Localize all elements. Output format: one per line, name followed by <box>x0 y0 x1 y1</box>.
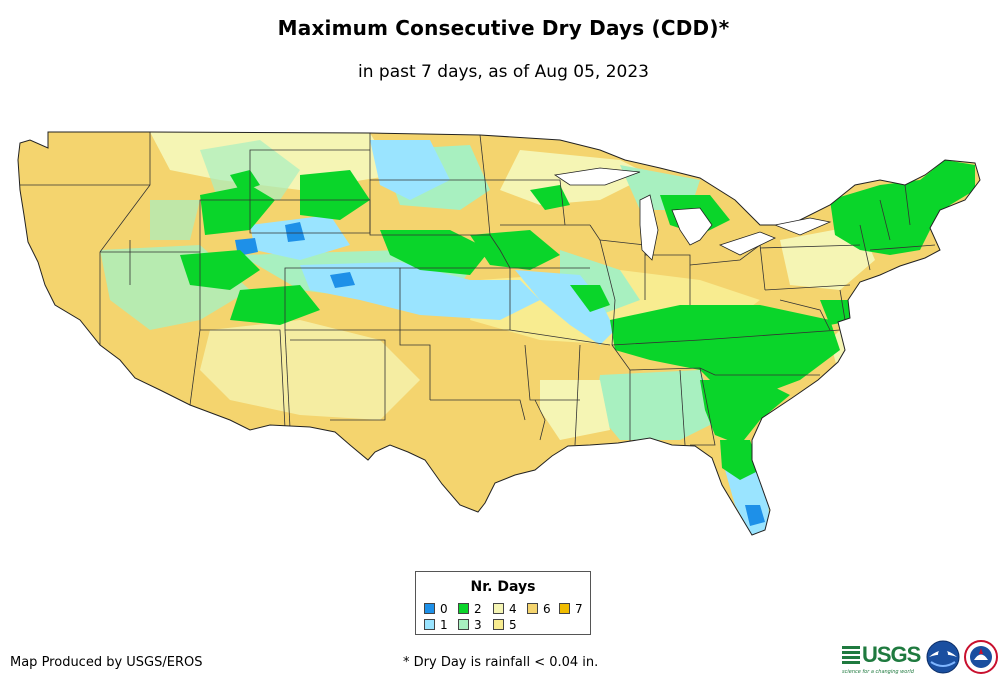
agency-logos: USGS science for a changing world <box>842 638 1002 678</box>
legend-swatch-3 <box>458 619 469 630</box>
legend-label-0: 0 <box>440 602 448 616</box>
legend-label-5: 5 <box>509 618 517 632</box>
legend: Nr. Days 0 1 2 3 4 5 6 7 <box>415 571 591 635</box>
legend-title: Nr. Days <box>470 579 536 595</box>
legend-swatch-1 <box>424 619 435 630</box>
legend-swatch-5 <box>493 619 504 630</box>
legend-label-2: 2 <box>474 602 482 616</box>
legend-swatch-4 <box>493 603 504 614</box>
legend-label-3: 3 <box>474 618 482 632</box>
legend-swatch-6 <box>527 603 538 614</box>
legend-label-1: 1 <box>440 618 448 632</box>
legend-label-4: 4 <box>509 602 517 616</box>
noaa-logo-icon <box>926 640 960 674</box>
legend-swatch-0 <box>424 603 435 614</box>
usgs-logo: USGS science for a changing world <box>842 642 921 675</box>
legend-swatch-2 <box>458 603 469 614</box>
nws-logo-icon <box>964 640 998 674</box>
map-subtitle: in past 7 days, as of Aug 05, 2023 <box>358 62 649 82</box>
legend-swatch-7 <box>559 603 570 614</box>
usgs-mark-icon <box>842 646 860 666</box>
cdd-map <box>17 131 981 536</box>
usgs-tagline: science for a changing world <box>842 669 914 675</box>
usgs-wordmark: USGS <box>862 642 921 667</box>
legend-label-7: 7 <box>575 602 583 616</box>
map-credit: Map Produced by USGS/EROS <box>10 655 203 670</box>
legend-label-6: 6 <box>543 602 551 616</box>
dry-day-footnote: * Dry Day is rainfall < 0.04 in. <box>403 655 599 670</box>
map-title: Maximum Consecutive Dry Days (CDD)* <box>277 16 730 40</box>
